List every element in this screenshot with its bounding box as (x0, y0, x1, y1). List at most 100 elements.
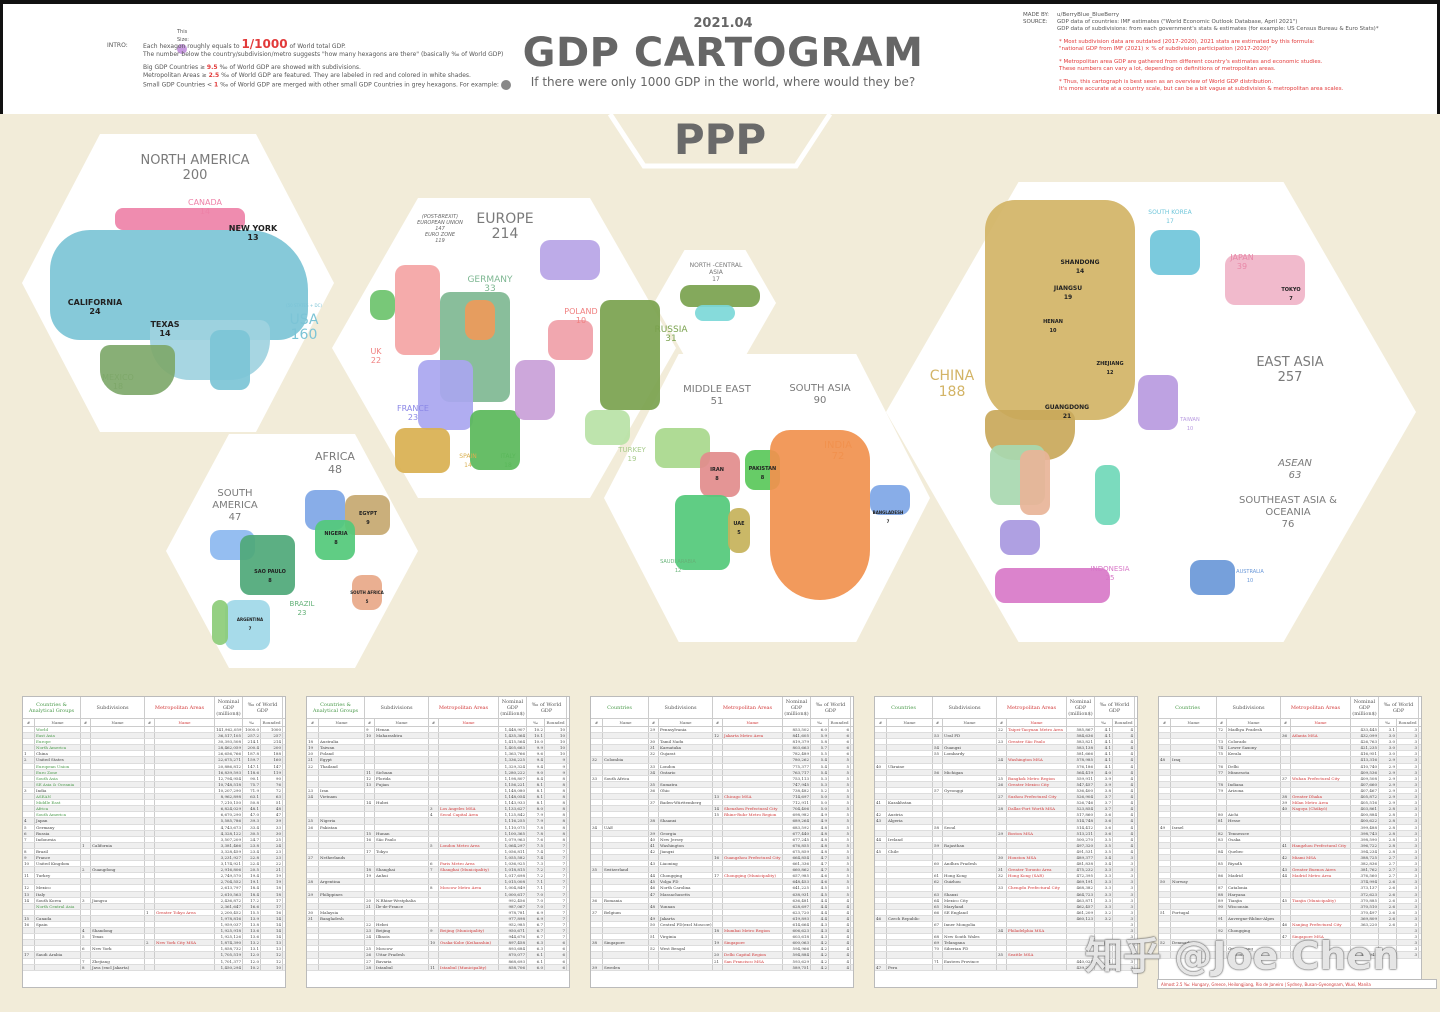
label-south-africa: SOUTH AFRICA 5 (350, 590, 384, 604)
subtitle: If there were only 1000 GDP in the world… (530, 75, 916, 89)
table-row: 77 Minnesota 409,536 2.9 3 (1159, 769, 1421, 776)
label-eu: (POST-BREXIT) EUROPEAN UNION 147 EURO ZONE 1… (417, 214, 463, 244)
table-row: 68 New South Wales 3 (875, 934, 1137, 941)
data-table-5: Countries Subdivisions Metropolitan Areas N… (1158, 696, 1422, 988)
meta-block: MADE BY: u/BerryBlue_BlueBerry SOURCE: GDP… (1023, 12, 1423, 93)
table-row: 13 Fujian 1,156,221 8.1 8 (307, 781, 569, 788)
table-row: 69 Telangana 3 (875, 940, 1137, 947)
table-row: 8 Java (excl Jakarta) 1,450,294 10.2 10 (23, 964, 285, 971)
table-row: 14 Shenzhen Prefectural City 704,406 5.0 5 (591, 806, 853, 813)
table-row: Europe 30,393,508 214.1 214 (23, 739, 285, 746)
table-row: 47 Peru 439,262 3.1 3 (875, 964, 1137, 971)
grey-hexagon-icon (500, 80, 511, 90)
table-row: 35 Switzerland 660,862 4.7 5 (591, 867, 853, 874)
table-row: 89 Tianjin 45 Tianjin (Municipality) 370,885… (1159, 897, 1421, 904)
bangladesh-shape (870, 485, 910, 515)
table-row: 17 Saudi Arabia 1,705,519 12.0 12 (23, 952, 285, 959)
spain-shape (395, 428, 450, 473)
table-row: 45 Chile 491,531 3.5 4 (875, 848, 1137, 855)
table-row: 84 Quebec 394,234 2.8 3 (1159, 848, 1421, 855)
table-row: 21 Egypt 1,336,225 9.4 9 (307, 757, 569, 764)
table-row: 65 Maryland 462,457 3.3 3 (875, 903, 1137, 910)
table-row: 73 Colorado 426,763 3.0 3 (1159, 739, 1421, 746)
table-row: 33 South Africa 753,113 5.3 5 (591, 775, 853, 782)
table-row: 21 Île-de-France 987,067 7.0 7 (307, 903, 569, 910)
table-row: 36 Atlanta MSA 432,099 3.0 3 (1159, 733, 1421, 740)
table-row: 58 Seoul 514,412 3.6 4 (875, 824, 1137, 831)
table-row: 12 Jakarta Metro Area 841,605 5.9 6 (591, 733, 853, 740)
label-guangdong: GUANGDONG 21 (1044, 404, 1090, 420)
table-row: 6 New York 1,858,732 13.1 13 (23, 946, 285, 953)
table-row: 22 Thailand 1,329,324 9.4 9 (307, 763, 569, 770)
table-row: 13 Italy 2,610,563 18.4 18 (23, 891, 285, 898)
table-footer-note: Almost 2.5 ‰: Hungary, Greece, Heilongji… (1157, 979, 1437, 989)
note-1: * Most subdivision data are outdated (20… (1059, 39, 1315, 52)
table-row: 60 Andhra Pradesh 481,838 3.4 3 (875, 861, 1137, 868)
table-row: 24 Vietnam 1,148,054 8.1 8 (307, 794, 569, 801)
table-row: 11 Sichuan 1,280,222 9.0 9 (307, 769, 569, 776)
author: u/BerryBlue_BlueBerry (1057, 12, 1120, 18)
label-mexico: MEXICO 18 (102, 373, 134, 391)
table-row: 25 Moscow 893,684 6.3 6 (307, 946, 569, 953)
table-row: 35 Sumatra 747,945 5.3 5 (591, 781, 853, 788)
label-argentina: ARGENTINA 7 (236, 617, 264, 631)
table-row: 38 Singapore 19 Singapore 600,063 4.2 4 (591, 940, 853, 947)
table-row: 29 Philippines 1,000,617 7.0 7 (307, 891, 569, 898)
label-usa: (50 STATES + DC) USA 160 (286, 303, 322, 343)
label-east-asia: EAST ASIA 257 (1256, 355, 1324, 385)
label-new-york: NEW YORK 13 (228, 224, 278, 242)
table-row: North Central Asia 2,361,647 16.6 17 (23, 903, 285, 910)
ireland-shape (370, 290, 395, 320)
table-row: 20 Delhi Capital Region 594,884 4.2 4 (591, 952, 853, 959)
table-row: 64 Mexico City 463,871 3.3 3 (875, 897, 1137, 904)
label-france: FRANCE 23 (397, 404, 429, 422)
table-row: 34 UAE 683,592 4.8 5 (591, 824, 853, 831)
table-row: 20 N.Rhine-Westphalia 992,456 7.0 7 (307, 897, 569, 904)
table-row: 40 New Jersey 677,245 4.8 5 (591, 836, 853, 843)
label-north-america: NORTH AMERICA 200 (140, 153, 250, 183)
data-table-4: Countries Subdivisions Metropolitan Areas N… (874, 696, 1138, 988)
table-row: 90 Wisconsin 370,510 2.6 3 (1159, 903, 1421, 910)
malaysia-shape (1000, 520, 1040, 555)
label-texas: TEXAS 14 (150, 320, 180, 338)
label-south-korea: SOUTH KOREA 17 (1148, 209, 1192, 225)
table-row: 18 Mumbai Metro Region 606,623 4.3 4 (591, 928, 853, 935)
table-row: 10 Maharashtra 1,435,364 10.1 10 (307, 733, 569, 740)
ratio-highlight: 1/1000 (241, 37, 288, 51)
table-row: 16 São Paulo 1,079,963 7.6 8 (307, 836, 569, 843)
label-sea-oceania: SOUTHEAST ASIA & OCEANIA 76 (1239, 495, 1337, 530)
table-row: 9 Henan 1,448,907 10.2 10 (307, 727, 569, 734)
label-indonesia: INDONESIA 25 (1090, 565, 1130, 582)
austria-shape (515, 360, 555, 420)
table-row: 19 Anhui 1,017,698 7.2 7 (307, 873, 569, 880)
table-row: 24 Washington MSA 578,985 4.1 4 (875, 757, 1137, 764)
table-row: 27 Suzhou Prefectural City 526,904 3.7 4 (875, 794, 1137, 801)
this-size-note: This Size: (177, 28, 189, 54)
table-row: 1 China 26,656,766 187.8 188 (23, 751, 285, 758)
table-row: 28 Argentina 1,015,008 7.1 7 (307, 879, 569, 886)
table-row: 36 Ohio 738,482 5.2 5 (591, 787, 853, 795)
label-australia: AUSTRALIA 10 (1236, 569, 1264, 584)
table-row: 36 Romania 636,481 4.4 4 (591, 897, 853, 904)
table-row: 38 Shaanxi 689,264 4.9 5 (591, 818, 853, 825)
table-row: 33 Chengdu Prefectural City 468,382 3.3 3 (875, 885, 1137, 892)
label-nc-asia: NORTH -CENTRAL ASIA 17 (689, 262, 743, 283)
table-row: 88 Haryana 372,623 2.6 3 (1159, 891, 1421, 898)
table-row: 47 Massachusetts 638,931 4.5 5 (591, 891, 853, 898)
label-poland: POLAND 10 (564, 307, 598, 325)
table-row: Euro Zone 16,839,593 118.6 119 (23, 769, 285, 776)
label-iran: IRAN 8 (710, 467, 724, 482)
table-row: 40 Ukraine 576,186 4.1 4 (875, 763, 1137, 770)
table-row: 2 United States 22,675,271 159.7 160 (23, 757, 285, 764)
table-row: 30 Tamil Nadu 819,379 5.8 6 (591, 739, 853, 746)
label-bangladesh: BANGLADESH 7 (872, 510, 904, 524)
table-row: 44 Chongqing 17 Chongqing (Municipality) 657… (591, 873, 853, 880)
uae-shape (728, 508, 750, 553)
table-row: 46 Nanjing Prefectural City 363,220 2.6 3 (1159, 922, 1421, 929)
table-row: Middle East 7,210,150 50.8 51 (23, 800, 285, 807)
table-row: 5 Texas 1,925,126 13.6 14 (23, 934, 285, 941)
table-row: 44 Ireland 500,270 3.5 4 (875, 836, 1137, 843)
label-china: CHINA 188 (929, 368, 975, 400)
table-row: 18 Shanghai 7 Shanghai (Municipality) 1,018,… (307, 867, 569, 874)
table-row: 79 Arizona 407,467 2.9 3 (1159, 787, 1421, 795)
